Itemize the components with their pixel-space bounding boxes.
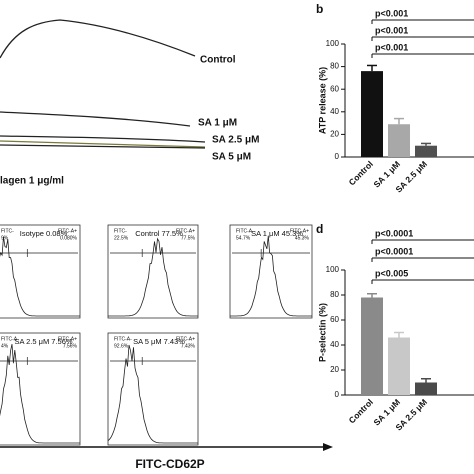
- gate-pct: 9%: [1, 235, 9, 241]
- y-tick-label: 80: [330, 290, 339, 299]
- aggregation-traces: [0, 19, 206, 149]
- histogram: [230, 235, 312, 317]
- trace: [0, 140, 206, 148]
- histogram: [108, 237, 198, 317]
- comparison-label: p<0.0001: [375, 228, 413, 238]
- gate-pct: 77.5%: [181, 235, 196, 241]
- trace-label: SA 1 μM: [198, 118, 237, 129]
- arrow-head: [323, 443, 333, 451]
- gate-label: FITC-: [114, 228, 127, 234]
- gate-pct: 45.3%: [295, 235, 310, 241]
- trace-label: SA 5 μM: [212, 152, 251, 163]
- comparison-label: p<0.001: [375, 8, 408, 18]
- gate-label: FITC-A+: [58, 336, 77, 342]
- trace-label: SA 2.5 μM: [212, 135, 259, 146]
- y-tick-label: 100: [326, 265, 340, 274]
- trace: [0, 111, 191, 127]
- trace: [0, 135, 206, 143]
- trace: [0, 144, 206, 149]
- panel-title: Isotype 0.08%: [20, 229, 68, 238]
- y-tick-label: 60: [330, 315, 339, 324]
- bar: [415, 382, 437, 395]
- gate-label: FITC-A-: [236, 228, 254, 234]
- gate-pct: 7.56%: [63, 343, 78, 349]
- gate-pct: 7.43%: [181, 343, 196, 349]
- y-tick-label: 20: [330, 130, 339, 139]
- panel-title: Control 77.5%: [135, 229, 183, 238]
- flow-panel: [107, 224, 199, 319]
- flow-panel: [0, 224, 81, 319]
- flow-panel: [0, 332, 81, 446]
- flow-panel: [229, 224, 313, 319]
- comparison-label: p<0.001: [375, 42, 408, 52]
- flow-panel: [107, 332, 199, 446]
- gate-label: FITC-A+: [176, 336, 195, 342]
- panel-title: SA 2.5 μM 7.56%: [14, 337, 72, 346]
- trace-label: Control: [200, 55, 236, 66]
- y-tick-label: 0: [335, 152, 340, 161]
- y-tick-label: 40: [330, 340, 339, 349]
- gate-pct: 0.080%: [60, 235, 78, 241]
- y-label: ATP release (%): [317, 67, 327, 134]
- y-tick-label: 100: [326, 39, 340, 48]
- bar: [388, 124, 410, 157]
- gate-pct: 22.5%: [114, 235, 129, 241]
- gate-label: FITC-A-: [114, 336, 132, 342]
- y-tick-label: 0: [335, 390, 340, 399]
- bar: [415, 145, 437, 157]
- gate-pct: 4%: [1, 343, 9, 349]
- comparison-label: p<0.005: [375, 268, 408, 278]
- y-tick-label: 80: [330, 62, 339, 71]
- comparison-label: p<0.001: [375, 25, 408, 35]
- histogram: [0, 344, 80, 444]
- gate-pct: 92.6%: [114, 343, 129, 349]
- gate-label: FITC-A: [1, 336, 18, 342]
- y-tick-label: 40: [330, 107, 339, 116]
- panel-title: SA 1 μM 45.3%: [251, 229, 303, 238]
- panel-letter: d: [316, 222, 323, 236]
- panel-letter: b: [316, 2, 323, 16]
- histogram: [0, 236, 80, 317]
- flow-axis-label: FITC-CD62P: [135, 457, 204, 471]
- histogram: [107, 344, 198, 444]
- y-tick-label: 20: [330, 365, 339, 374]
- gate-label: FITC-A+: [176, 228, 195, 234]
- comparison-label: p<0.0001: [375, 246, 413, 256]
- gate-pct: 54.7%: [236, 235, 251, 241]
- bar: [361, 71, 383, 157]
- bar: [388, 337, 410, 395]
- gate-label: FITC-: [1, 228, 14, 234]
- bar: [361, 297, 383, 395]
- y-label: P-selectin (%): [317, 303, 327, 362]
- agonist-label: lagen 1 μg/ml: [0, 176, 64, 187]
- trace: [0, 19, 196, 59]
- y-tick-label: 60: [330, 84, 339, 93]
- panel-title: SA 5 μM 7.43%: [133, 337, 185, 346]
- gate-label: FITC-A+: [58, 228, 77, 234]
- gate-label: FITC-A+: [290, 228, 309, 234]
